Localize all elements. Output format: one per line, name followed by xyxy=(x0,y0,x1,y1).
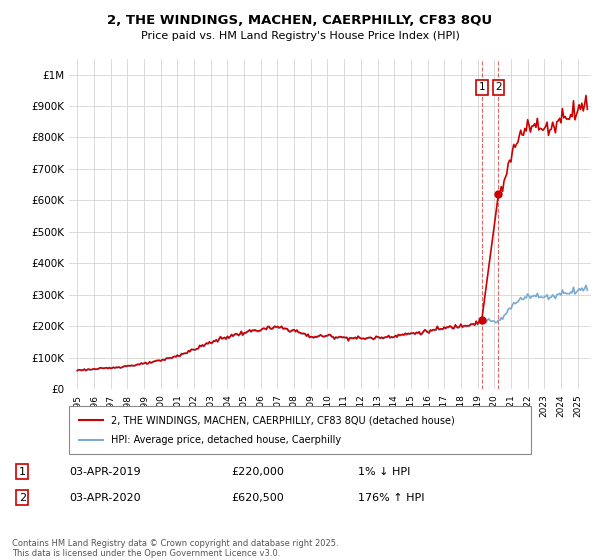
Text: £620,500: £620,500 xyxy=(231,493,284,503)
Text: HPI: Average price, detached house, Caerphilly: HPI: Average price, detached house, Caer… xyxy=(110,435,341,445)
Text: 2: 2 xyxy=(495,82,502,92)
Text: 1% ↓ HPI: 1% ↓ HPI xyxy=(358,467,410,477)
Text: Price paid vs. HM Land Registry's House Price Index (HPI): Price paid vs. HM Land Registry's House … xyxy=(140,31,460,41)
Text: 2, THE WINDINGS, MACHEN, CAERPHILLY, CF83 8QU (detached house): 2, THE WINDINGS, MACHEN, CAERPHILLY, CF8… xyxy=(110,416,454,425)
Text: £220,000: £220,000 xyxy=(231,467,284,477)
Text: 1: 1 xyxy=(19,467,26,477)
Text: 2: 2 xyxy=(19,493,26,503)
Text: 1: 1 xyxy=(478,82,485,92)
FancyBboxPatch shape xyxy=(69,406,531,454)
Text: 176% ↑ HPI: 176% ↑ HPI xyxy=(358,493,424,503)
Text: 2, THE WINDINGS, MACHEN, CAERPHILLY, CF83 8QU: 2, THE WINDINGS, MACHEN, CAERPHILLY, CF8… xyxy=(107,14,493,27)
Text: Contains HM Land Registry data © Crown copyright and database right 2025.
This d: Contains HM Land Registry data © Crown c… xyxy=(12,539,338,558)
Text: 03-APR-2019: 03-APR-2019 xyxy=(70,467,141,477)
Text: 03-APR-2020: 03-APR-2020 xyxy=(70,493,141,503)
